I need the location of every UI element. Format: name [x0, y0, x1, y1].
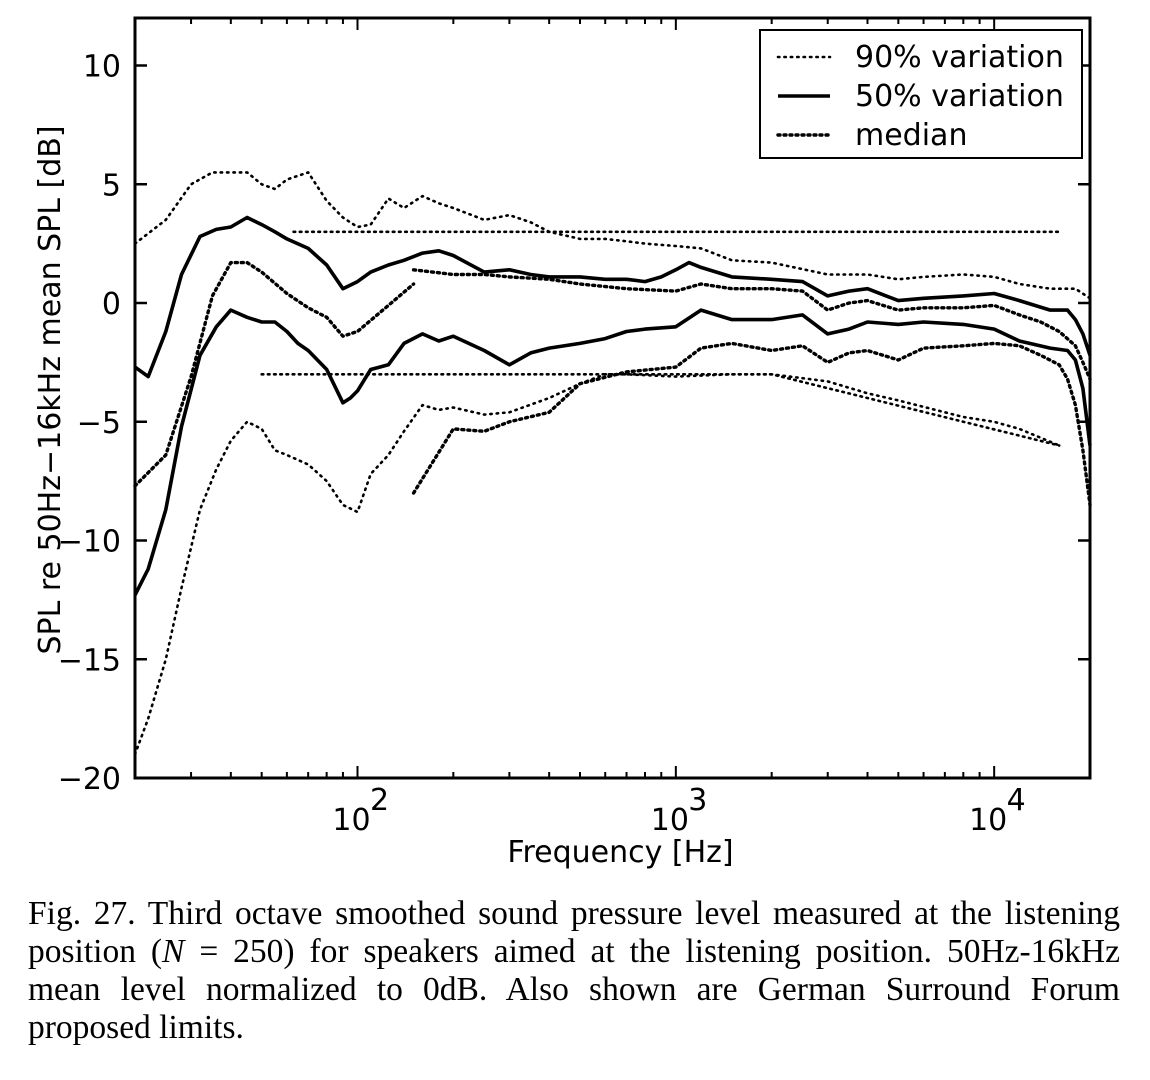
- x-tick-label: 10: [651, 803, 689, 838]
- plot-frame: [133, 16, 1092, 780]
- y-tick-label: 5: [102, 168, 121, 203]
- legend-label: median: [855, 118, 967, 153]
- series-50-variation-upper: [133, 215, 1092, 379]
- y-tick-label: −15: [58, 643, 121, 678]
- plot-lines: [133, 171, 1092, 756]
- caption-n-variable: N: [162, 933, 185, 970]
- y-axis-label: SPL re 50Hz−16kHz mean SPL [dB]: [33, 125, 68, 654]
- x-axis-label: Frequency [Hz]: [507, 835, 733, 870]
- y-tick-label: −10: [58, 525, 121, 560]
- figure-caption: Fig. 27. Third octave smoothed sound pre…: [28, 895, 1120, 1047]
- y-tick-label: 0: [102, 287, 121, 322]
- legend-label: 50% variation: [855, 79, 1064, 114]
- legend-label: 90% variation: [855, 40, 1064, 75]
- x-tick-exponent: 3: [688, 783, 707, 818]
- x-tick-label: 10: [332, 803, 370, 838]
- x-tick-exponent: 4: [1007, 783, 1026, 818]
- series-limit-lower: [260, 372, 1061, 447]
- series-50-variation-lower: [133, 308, 1092, 596]
- legend: 90% variation 50% variation median: [759, 29, 1083, 159]
- y-tick-label: −5: [77, 406, 121, 441]
- caption-fig-label: Fig. 27.: [28, 895, 136, 932]
- series-90-variation-upper: [133, 171, 1092, 300]
- x-tick-label: 10: [969, 803, 1007, 838]
- x-tick-exponent: 2: [370, 783, 389, 818]
- y-tick-label: 10: [83, 50, 121, 85]
- y-tick-label: −20: [58, 762, 121, 797]
- series-median-lower: [411, 341, 1092, 507]
- caption-text-end: = 250) for speakers aimed at the listeni…: [28, 933, 1120, 1046]
- series-median-upper: [133, 260, 416, 488]
- caption-text-start: Third octave smoothed sound pressure lev…: [28, 895, 1120, 970]
- series-median: [411, 268, 1092, 381]
- series-90-variation-lower: [133, 372, 1061, 756]
